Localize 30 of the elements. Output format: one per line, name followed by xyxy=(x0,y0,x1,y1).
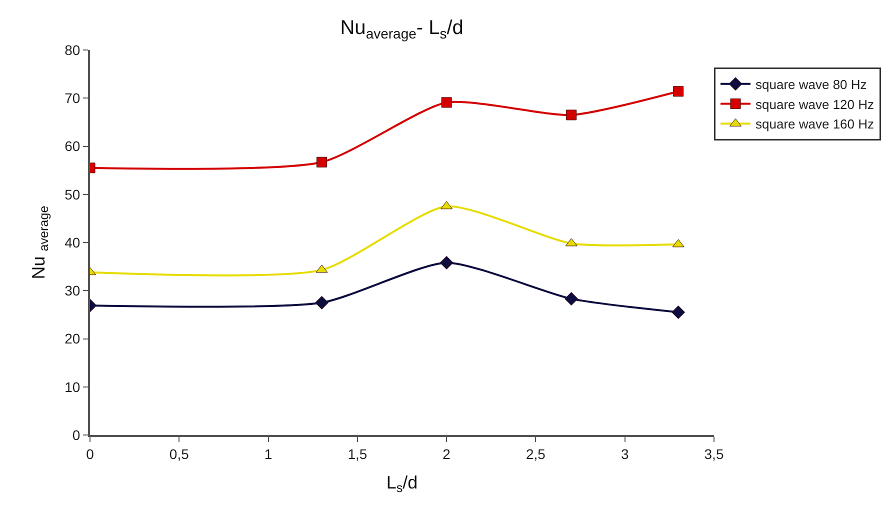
x-tick-label: 0,5 xyxy=(169,446,190,462)
x-tick-label: 0 xyxy=(86,446,94,462)
x-axis-title: L$_{s}$/d xyxy=(386,472,418,496)
chart-title: Nu$_{average}$- L$_{s}$/d xyxy=(340,17,464,42)
point xyxy=(673,86,684,97)
point xyxy=(566,110,577,120)
legend-label: square wave 80 Hz xyxy=(756,76,867,92)
y-tick-label: 80 xyxy=(64,42,80,58)
x-tick-label: 1 xyxy=(264,446,272,462)
x-tick-label: 1,5 xyxy=(348,446,368,462)
point xyxy=(315,296,329,310)
y-tick-label: 40 xyxy=(64,234,80,250)
x-tick-label: 2 xyxy=(442,446,451,462)
x-tick-label: 3,5 xyxy=(704,446,724,462)
x-tick-label: 2,5 xyxy=(526,446,546,462)
point xyxy=(564,292,578,306)
y-tick-label: 50 xyxy=(64,186,80,202)
y-tick-label: 10 xyxy=(64,378,80,395)
y-tick-label: 70 xyxy=(64,90,80,106)
x-tick-label: 3 xyxy=(620,446,629,462)
point xyxy=(440,256,454,270)
legend-label: square wave 160 Hz xyxy=(756,116,874,132)
y-tick-label: 0 xyxy=(72,426,80,443)
y-tick-label: 30 xyxy=(64,282,80,299)
point xyxy=(672,306,686,320)
point xyxy=(316,156,328,168)
point xyxy=(441,97,452,108)
legend-label: square wave 120 Hz xyxy=(756,96,874,112)
y-tick-label: 20 xyxy=(64,330,80,347)
y-tick-label: 60 xyxy=(64,138,80,154)
